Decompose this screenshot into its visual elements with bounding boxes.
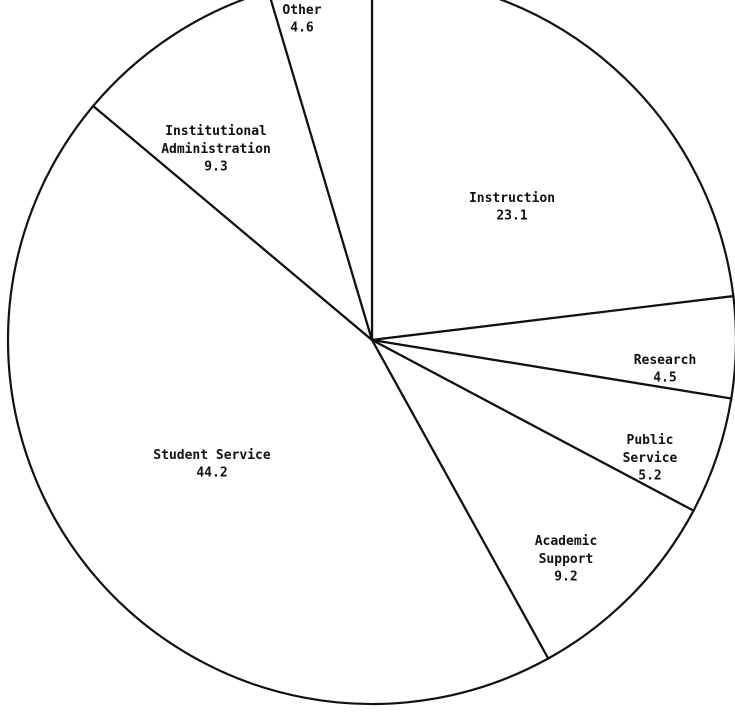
value-label: 23.1 <box>496 209 527 224</box>
pie-slice <box>269 0 374 341</box>
pie-slice <box>6 104 550 706</box>
value-label: 44.2 <box>196 466 227 481</box>
value-label: 5.2 <box>638 469 661 484</box>
value-label: 4.5 <box>653 371 676 386</box>
slice-label: Academic Support <box>535 534 598 567</box>
slice-label: Instruction <box>469 191 555 206</box>
slice-label: Research <box>634 353 697 368</box>
pie-slice <box>91 0 375 344</box>
slice-label: Other <box>282 3 321 18</box>
slice-label: Institutional Administration <box>161 124 271 157</box>
pie-slice <box>370 0 735 342</box>
slice-label: Public Service <box>623 433 678 466</box>
value-label: 4.6 <box>290 21 314 36</box>
value-label: 9.2 <box>554 570 577 585</box>
pie-slice <box>369 337 695 661</box>
slice-label: Student Service <box>153 448 271 463</box>
value-label: 9.3 <box>204 160 227 175</box>
